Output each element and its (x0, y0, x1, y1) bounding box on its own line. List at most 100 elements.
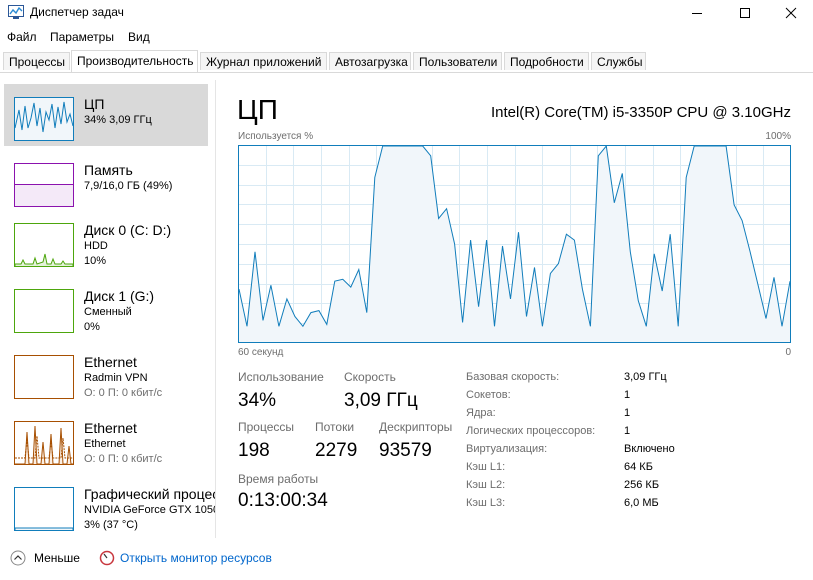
open-resource-monitor-link[interactable]: Открыть монитор ресурсов (120, 551, 272, 565)
graph-y-label: Используется % (238, 131, 314, 142)
sidebar-item-gpu[interactable]: Графический процессор NVIDIA GeForce GTX… (4, 474, 215, 536)
speed-value: 3,09 ГГц (344, 390, 418, 411)
tab-services[interactable]: Службы (591, 52, 646, 70)
tab-startup[interactable]: Автозагрузка (329, 52, 411, 70)
info-value: 256 КБ (624, 479, 660, 491)
memory-fill (15, 184, 73, 206)
sidebar-item-cpu[interactable]: ЦП 34% 3,09 ГГц (4, 84, 208, 146)
sidebar-item-detail: HDD (84, 240, 108, 252)
info-key: Кэш L3: (466, 497, 506, 509)
handles-label: Дескрипторы (379, 420, 453, 434)
memory-thumbnail (14, 163, 74, 207)
sidebar-item-disk-0[interactable]: Диск 0 (C: D:) HDD 10% (4, 210, 208, 272)
sidebar-item-label: Диск 1 (G:) (84, 288, 155, 304)
info-key: Кэш L1: (466, 461, 506, 473)
ethernet-radmin-thumbnail (14, 355, 74, 399)
menu-view[interactable]: Вид (128, 30, 150, 44)
tab-app-history[interactable]: Журнал приложений (200, 52, 327, 70)
minimize-icon (692, 13, 702, 14)
fewer-details-button[interactable]: Меньше (34, 551, 80, 565)
resource-list: ЦП 34% 3,09 ГГц Память 7,9/16,0 ГБ (49%)… (0, 80, 216, 538)
speed-label: Скорость (344, 370, 396, 384)
menu-file[interactable]: Файл (7, 30, 37, 44)
sidebar-item-detail: Сменный (84, 306, 132, 318)
tab-strip: Процессы Производительность Журнал прило… (0, 50, 813, 73)
sidebar-item-detail-2: 10% (84, 255, 107, 267)
processes-value: 198 (238, 440, 270, 461)
disk0-thumbnail (14, 223, 74, 267)
gpu-thumbnail (14, 487, 74, 531)
sidebar-item-ethernet[interactable]: Ethernet Ethernet О: 0 П: 0 кбит/с (4, 408, 208, 470)
menu-options[interactable]: Параметры (50, 30, 114, 44)
usage-label: Использование (238, 370, 324, 384)
sidebar-item-detail: NVIDIA GeForce GTX 1050 (84, 504, 216, 516)
close-button[interactable] (768, 0, 813, 26)
info-key: Ядра: (466, 407, 496, 419)
info-key: Виртуализация: (466, 443, 548, 455)
cpu-usage-area (239, 146, 790, 342)
ethernet-thumbnail-graph (15, 425, 73, 464)
sidebar-item-detail-2: 0% (84, 321, 100, 333)
sidebar-item-label: ЦП (84, 96, 105, 112)
graph-y-max: 100% (765, 131, 791, 142)
sidebar-item-detail: 7,9/16,0 ГБ (49%) (84, 180, 173, 192)
cpu-usage-graph (238, 145, 791, 343)
tab-details[interactable]: Подробности (504, 52, 589, 70)
tab-processes[interactable]: Процессы (3, 52, 70, 70)
gpu-thumbnail-graph (15, 527, 73, 530)
uptime-label: Время работы (238, 472, 319, 486)
sidebar-item-detail: 34% 3,09 ГГц (84, 114, 152, 126)
ethernet-thumbnail (14, 421, 74, 465)
threads-label: Потоки (315, 420, 355, 434)
sidebar-item-ethernet-radmin[interactable]: Ethernet Radmin VPN О: 0 П: 0 кбит/с (4, 342, 208, 404)
maximize-icon (740, 8, 750, 18)
info-value: 6,0 МБ (624, 497, 659, 509)
maximize-button[interactable] (722, 0, 768, 26)
task-manager-icon (8, 5, 24, 19)
info-key: Кэш L2: (466, 479, 506, 491)
graph-x-end: 0 (785, 347, 791, 358)
info-value: 1 (624, 425, 631, 437)
sidebar-item-detail-2: О: 0 П: 0 кбит/с (84, 453, 163, 465)
graph-x-label: 60 секунд (238, 347, 284, 358)
sidebar-item-memory[interactable]: Память 7,9/16,0 ГБ (49%) (4, 150, 208, 212)
cpu-thumbnail-graph (15, 101, 73, 133)
sidebar-item-label: Ethernet (84, 354, 137, 370)
sidebar-item-label: Ethernet (84, 420, 137, 436)
info-key: Логических процессоров: (466, 425, 596, 437)
sidebar-item-detail: Ethernet (84, 438, 126, 450)
sidebar-item-label: Диск 0 (C: D:) (84, 222, 172, 238)
sidebar-item-label: Память (84, 162, 133, 178)
info-key: Сокетов: (466, 389, 511, 401)
info-value: 1 (624, 389, 631, 401)
bottom-bar: Меньше Открыть монитор ресурсов (0, 542, 813, 580)
tab-performance[interactable]: Производительность (71, 50, 198, 72)
info-value: 64 КБ (624, 461, 653, 473)
handles-value: 93579 (379, 440, 432, 461)
sidebar-item-detail-2: О: 0 П: 0 кбит/с (84, 387, 163, 399)
cpu-model: Intel(R) Core(TM) i5-3350P CPU @ 3.10GHz (490, 104, 791, 121)
info-value: Включено (624, 443, 675, 455)
disk1-thumbnail (14, 289, 74, 333)
usage-value: 34% (238, 390, 277, 411)
info-key: Базовая скорость: (466, 371, 560, 383)
sidebar-item-disk-1[interactable]: Диск 1 (G:) Сменный 0% (4, 276, 208, 338)
uptime-value: 0:13:00:34 (238, 490, 328, 511)
sidebar-item-detail: Radmin VPN (84, 372, 148, 384)
processes-label: Процессы (238, 420, 295, 434)
cpu-usage-line (238, 145, 791, 328)
sidebar-item-detail-2: 3% (37 °C) (84, 519, 138, 531)
sidebar-item-label: Графический процессор (84, 486, 215, 502)
info-value: 1 (624, 407, 631, 419)
resource-monitor-icon[interactable] (99, 550, 115, 566)
tab-users[interactable]: Пользователи (413, 52, 502, 70)
threads-value: 2279 (315, 440, 358, 461)
chevron-up-icon[interactable] (10, 550, 26, 566)
minimize-button[interactable] (674, 0, 720, 26)
page-title: ЦП (237, 94, 278, 125)
disk0-thumbnail-graph (15, 253, 73, 266)
title-bar: Диспетчер задач (0, 0, 813, 26)
info-value: 3,09 ГГц (624, 371, 667, 383)
close-icon (785, 7, 797, 19)
window-title: Диспетчер задач (30, 5, 124, 19)
